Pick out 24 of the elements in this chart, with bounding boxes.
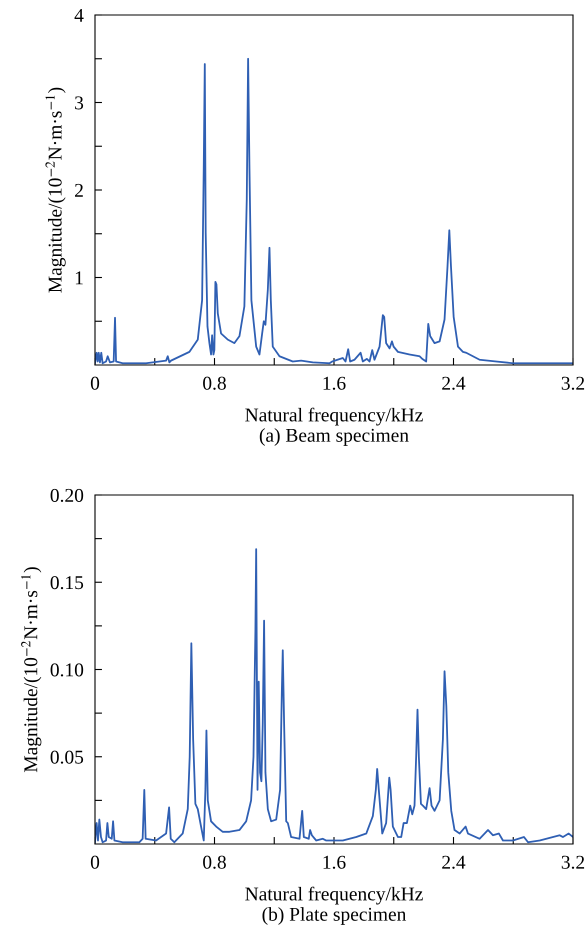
y-tick-label: 0.05 (50, 750, 84, 764)
y-tick-label: 0.20 (50, 488, 84, 502)
y-tick-label: 0.10 (50, 663, 84, 677)
x-tick-label: 1.6 (324, 376, 346, 390)
y-tick-label: 1 (76, 271, 83, 284)
x-tick-label: 1.6 (324, 856, 346, 869)
text: (a) Beam specimen (260, 428, 409, 446)
x-tick-label: 3.2 (562, 376, 584, 390)
y-tick-label: 2 (75, 184, 83, 197)
x-tick-label: 2.4 (442, 376, 466, 390)
x-tick-label: 0 (90, 856, 100, 869)
x-axis-title: Natural frequency/kHz (245, 408, 423, 426)
y-tick-label: 3 (75, 96, 84, 110)
y-axis-title: Magnitude/(10$^{−2}$N·m·s$^{−1}$) (21, 567, 42, 772)
y-axis-title: Magnitude/(10$^{−2}$N·m·s$^{−1}$) (45, 88, 66, 293)
x-tick-label: 0.8 (203, 856, 226, 869)
x-axis-title: Natural frequency/kHz (245, 886, 423, 905)
y-tick-label: 0.15 (50, 576, 84, 590)
y-tick-label: 4 (74, 8, 84, 22)
x-tick-label: 2.4 (442, 856, 466, 869)
x-tick-label: 0.8 (203, 376, 226, 390)
x-tick-label: 3.2 (562, 856, 584, 869)
text: (b) Plate specimen (262, 907, 406, 925)
x-tick-label: 0 (90, 376, 100, 390)
